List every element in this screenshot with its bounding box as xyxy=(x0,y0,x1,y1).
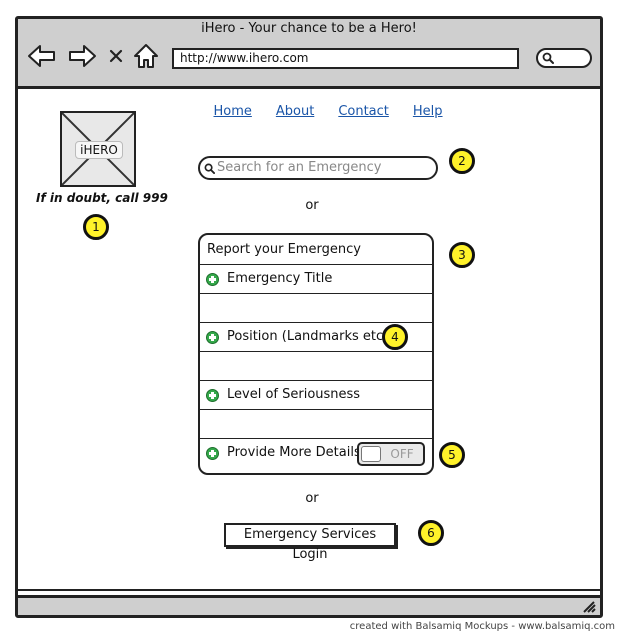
home-icon[interactable] xyxy=(131,41,161,71)
callout-marker: 6 xyxy=(418,520,444,546)
back-arrow-icon[interactable] xyxy=(27,41,57,71)
add-icon xyxy=(206,273,219,286)
report-row-seriousness[interactable]: Level of Seriousness xyxy=(200,381,432,410)
nav-link-about[interactable]: About xyxy=(275,103,315,119)
callout-marker: 4 xyxy=(382,324,408,350)
nav-link-contact[interactable]: Contact xyxy=(338,103,389,119)
browser-search-field[interactable] xyxy=(536,48,592,68)
report-row-spacer xyxy=(200,294,432,323)
callout-marker: 3 xyxy=(449,242,475,268)
forward-arrow-icon[interactable] xyxy=(67,41,97,71)
report-row-label: Provide More Details xyxy=(227,445,361,460)
add-icon xyxy=(206,447,219,460)
report-row-emergency-title[interactable]: Emergency Title xyxy=(200,265,432,294)
report-row-spacer xyxy=(200,352,432,381)
report-emergency-form: Report your Emergency Emergency Title Po… xyxy=(198,233,434,475)
address-bar[interactable]: http://www.ihero.com xyxy=(172,48,519,69)
resize-grip-icon[interactable] xyxy=(582,601,596,613)
or-separator: or xyxy=(305,198,319,213)
logo-label: iHERO xyxy=(75,141,123,159)
emergency-services-login-button[interactable]: Emergency Services Login xyxy=(224,523,396,562)
nav-link-help[interactable]: Help xyxy=(412,103,443,119)
toggle-state-label: OFF xyxy=(390,447,414,461)
browser-titlebar: iHero - Your chance to be a Hero! xyxy=(18,19,600,89)
callout-marker: 2 xyxy=(449,148,475,174)
emergency-tagline: If in doubt, call 999 xyxy=(36,191,168,205)
more-details-toggle[interactable]: OFF xyxy=(357,442,425,466)
toggle-knob xyxy=(361,446,381,462)
logo-placeholder: iHERO xyxy=(60,111,136,187)
add-icon xyxy=(206,389,219,402)
callout-marker: 5 xyxy=(439,442,465,468)
horizontal-divider xyxy=(18,589,600,595)
emergency-search-input[interactable]: Search for an Emergency xyxy=(198,156,438,180)
browser-window: iHero - Your chance to be a Hero! xyxy=(15,16,603,618)
report-row-spacer xyxy=(200,410,432,439)
report-row-label: Emergency Title xyxy=(227,271,333,286)
stop-icon[interactable] xyxy=(105,41,127,71)
report-row-more-details[interactable]: Provide More Details OFF xyxy=(200,439,432,468)
report-heading: Report your Emergency xyxy=(200,235,432,265)
magnifier-icon xyxy=(542,52,554,64)
browser-statusbar xyxy=(18,595,600,615)
report-row-position[interactable]: Position (Landmarks etc) xyxy=(200,323,432,352)
credit-footer: created with Balsamiq Mockups - www.bals… xyxy=(349,621,615,632)
window-title: iHero - Your chance to be a Hero! xyxy=(201,21,417,36)
top-nav-links: Home About Contact Help xyxy=(208,99,448,123)
report-row-label: Position (Landmarks etc) xyxy=(227,329,389,344)
search-placeholder: Search for an Emergency xyxy=(217,160,382,175)
report-row-label: Level of Seriousness xyxy=(227,387,361,402)
callout-marker: 1 xyxy=(83,214,109,240)
add-icon xyxy=(206,331,219,344)
nav-link-home[interactable]: Home xyxy=(213,103,252,119)
search-icon xyxy=(204,163,215,174)
or-separator: or xyxy=(305,491,319,506)
